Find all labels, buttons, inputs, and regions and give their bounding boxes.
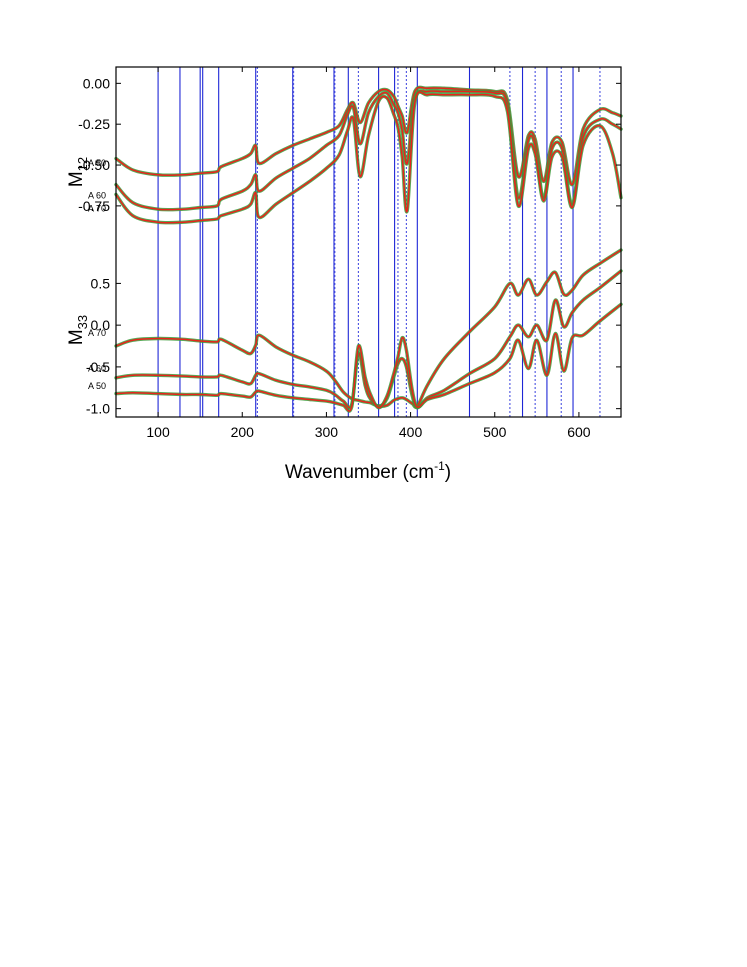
x-axis-title-main: Wavenumber (cm [285,462,434,483]
m33-axis-title: M33 [66,315,90,345]
labels-layer: A 50 A 60 A 70 A 70 A 60 A 50 [88,158,106,391]
series-layer [114,85,623,413]
xtick-label-1: 200 [231,424,255,440]
m12-axis-title-main: M [66,171,87,187]
m33-a-70-label: A 70 [88,328,106,338]
m12-axis-title-sub: 12 [75,157,90,171]
m33-a-60-label: A 60 [88,363,106,373]
xtick-label-3: 400 [399,424,423,440]
xtick-label-4: 500 [483,424,507,440]
vertical-reference-lines [157,67,601,417]
m12-a-50-fit-line [115,86,622,186]
m33-axis-title-sub: 33 [75,315,90,329]
m12-ytick-label-3: -0.75 [78,198,110,214]
plot-background [116,67,621,417]
m12-ytick-label-2: -0.50 [78,157,110,173]
m12-a-60-label: A 60 [88,191,106,201]
m12-axis-title: M12 [66,157,90,187]
plot-frame [115,66,622,418]
xtick-label-5: 600 [567,424,591,440]
m33-ytick-label-2: -0.5 [86,359,110,375]
x-axis-title: Wavenumber (cm-1) [285,459,451,483]
xtick-label-0: 100 [146,424,170,440]
m12-a-50-label: A 50 [88,158,106,168]
m33-ytick-label-0: 0.5 [91,275,111,291]
x-axis-title-close: ) [445,462,451,483]
xtick-label-2: 300 [315,424,339,440]
m33-a-50-label: A 50 [88,381,106,391]
m33-a-50-fit-line [115,303,622,412]
m33-ytick-label-3: -1.0 [86,401,110,417]
m12-ytick-label-1: -0.25 [78,116,110,132]
axes-layer: 0.00 -0.25 -0.50 -0.75 0.5 0.0 -0.5 -1.0 100 200 3… [78,66,622,440]
m33-axis-title-main: M [66,329,87,345]
m33-ytick-label-1: 0.0 [91,317,111,333]
m12-a-70-fit-line [115,91,622,224]
m12-ytick-label-0: 0.00 [83,75,110,91]
x-axis-title-sup: -1 [434,459,445,473]
m12-a-70-label: A 70 [88,204,106,214]
